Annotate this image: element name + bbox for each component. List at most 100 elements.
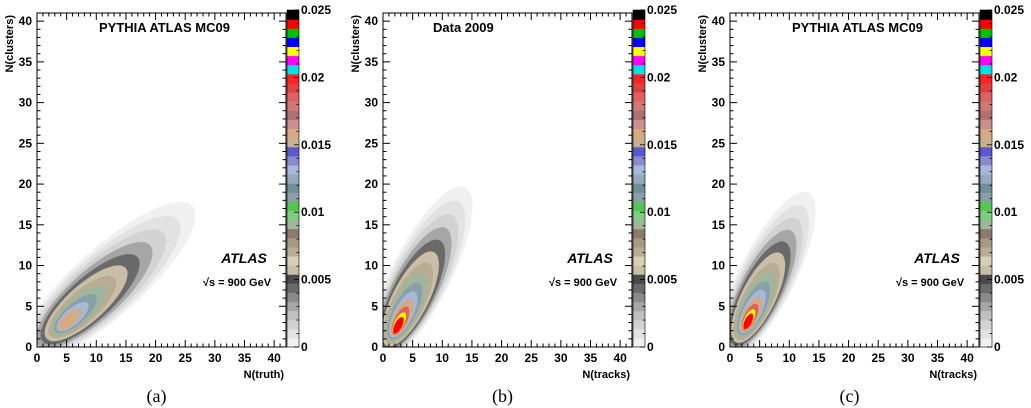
colorbar-segment: [980, 201, 992, 211]
colorbar-tick-label: 0.005: [994, 273, 1024, 287]
colorbar-segment: [633, 46, 645, 57]
y-tick-label: 5: [371, 299, 378, 313]
x-tick-label: 35: [238, 351, 252, 365]
colorbar-segment: [980, 219, 992, 230]
colorbar-segment: [633, 255, 645, 266]
colorbar-segment: [633, 73, 645, 84]
x-tick-label: 15: [812, 351, 826, 365]
x-tick-label: 5: [63, 351, 70, 365]
colorbar-segment: [287, 274, 299, 284]
y-tick-label: 10: [365, 259, 379, 273]
x-tick-label: 0: [727, 351, 734, 365]
colorbar-segment: [287, 319, 299, 330]
colorbar-segment: [287, 73, 299, 84]
colorbar-segment: [287, 101, 299, 111]
colorbar-segment: [287, 155, 299, 166]
colorbar-segment: [287, 183, 299, 193]
colorbar-segment: [287, 91, 299, 102]
colorbar-segment: [633, 64, 645, 75]
axes: 0 5 10 15 20 25 30 35 40 0 5 10 15 20 25 30 35 40: [712, 12, 980, 365]
colorbar: 0 0.005 0.01 0.015 0.02 0.025: [632, 3, 677, 354]
colorbar-segment: [287, 228, 299, 239]
x-tick-label: 0: [380, 351, 387, 365]
colorbar-segment: [287, 137, 299, 148]
colorbar-tick-label: 0.025: [301, 3, 331, 17]
colorbar-segment: [287, 246, 299, 257]
colorbar-segment: [633, 10, 645, 20]
colorbar-tick-label: 0: [647, 340, 654, 354]
colorbar-segment: [980, 255, 992, 266]
colorbar-tick-label: 0.015: [994, 138, 1024, 152]
y-axis-label: N(clusters): [697, 15, 709, 73]
x-tick-label: 15: [465, 351, 479, 365]
colorbar-segment: [287, 292, 299, 303]
colorbar-segment: [980, 137, 992, 148]
colorbar-segment: [287, 173, 299, 184]
y-tick-label: 40: [19, 14, 33, 28]
colorbar-tick-label: 0.025: [994, 3, 1024, 17]
colorbar-segment: [980, 82, 992, 93]
colorbar-segment: [287, 119, 299, 130]
colorbar-segment: [633, 55, 645, 66]
colorbar-segment: [980, 310, 992, 321]
y-tick-label: 10: [19, 259, 33, 273]
colorbar-segment: [633, 301, 645, 312]
contour-level: [59, 313, 77, 330]
y-tick-label: 0: [371, 340, 378, 354]
colorbar-segment: [980, 28, 992, 38]
colorbar-tick-label: 0.005: [647, 273, 677, 287]
colorbar-segment: [287, 219, 299, 230]
colorbar-segment: [633, 228, 645, 239]
colorbar-segment: [980, 283, 992, 293]
colorbar-segment: [633, 192, 645, 202]
colorbar-segment: [287, 82, 299, 93]
x-tick-label: 20: [495, 351, 509, 365]
colorbar-segment: [633, 28, 645, 38]
colorbar-segment: [980, 274, 992, 284]
colorbar-segment: [980, 101, 992, 111]
atlas-label: ATLAS: [566, 250, 613, 266]
density-contours: [383, 186, 473, 347]
panel-caption: (a): [147, 386, 167, 407]
y-tick-label: 5: [718, 299, 725, 313]
colorbar-segment: [633, 137, 645, 148]
x-tick-label: 20: [842, 351, 856, 365]
x-axis-label: N(tracks): [582, 369, 630, 381]
colorbar-tick-label: 0.02: [301, 70, 325, 84]
colorbar-tick-label: 0.01: [647, 205, 671, 219]
colorbar-frame: [286, 9, 300, 348]
colorbar-segment: [633, 283, 645, 293]
colorbar-segment: [633, 155, 645, 166]
x-tick-label: 20: [149, 351, 163, 365]
colorbar-segment: [287, 128, 299, 139]
colorbar-tick-label: 0: [994, 340, 1001, 354]
colorbar-segment: [287, 64, 299, 75]
colorbar-segment: [980, 119, 992, 130]
x-tick-label: 25: [179, 351, 193, 365]
colorbar-segment: [633, 237, 645, 248]
axes: 0 5 10 15 20 25 30 35 40 0 5 10 15 20 25 30 35 40: [365, 12, 633, 365]
y-tick-label: 0: [718, 340, 725, 354]
x-axis-label: N(tracks): [929, 369, 977, 381]
y-tick-label: 35: [365, 55, 379, 69]
y-tick-label: 25: [365, 136, 379, 150]
colorbar-segment: [287, 110, 299, 120]
colorbar-segment: [980, 128, 992, 139]
density-contours: [37, 202, 196, 347]
colorbar-segment: [287, 265, 299, 275]
colorbar: 0 0.005 0.01 0.015 0.02 0.025: [286, 3, 331, 354]
y-tick-label: 15: [365, 218, 379, 232]
y-tick-label: 40: [365, 14, 379, 28]
colorbar-segment: [287, 328, 299, 339]
colorbar-segment: [980, 328, 992, 339]
density-contours: [730, 191, 816, 347]
colorbar-segment: [980, 319, 992, 330]
atlas-label: ATLAS: [220, 250, 267, 266]
colorbar-segment: [980, 173, 992, 184]
colorbar-tick-label: 0.005: [301, 273, 331, 287]
colorbar-segment: [633, 328, 645, 339]
colorbar-segment: [633, 119, 645, 130]
colorbar-segment: [633, 319, 645, 330]
colorbar-segment: [980, 110, 992, 120]
